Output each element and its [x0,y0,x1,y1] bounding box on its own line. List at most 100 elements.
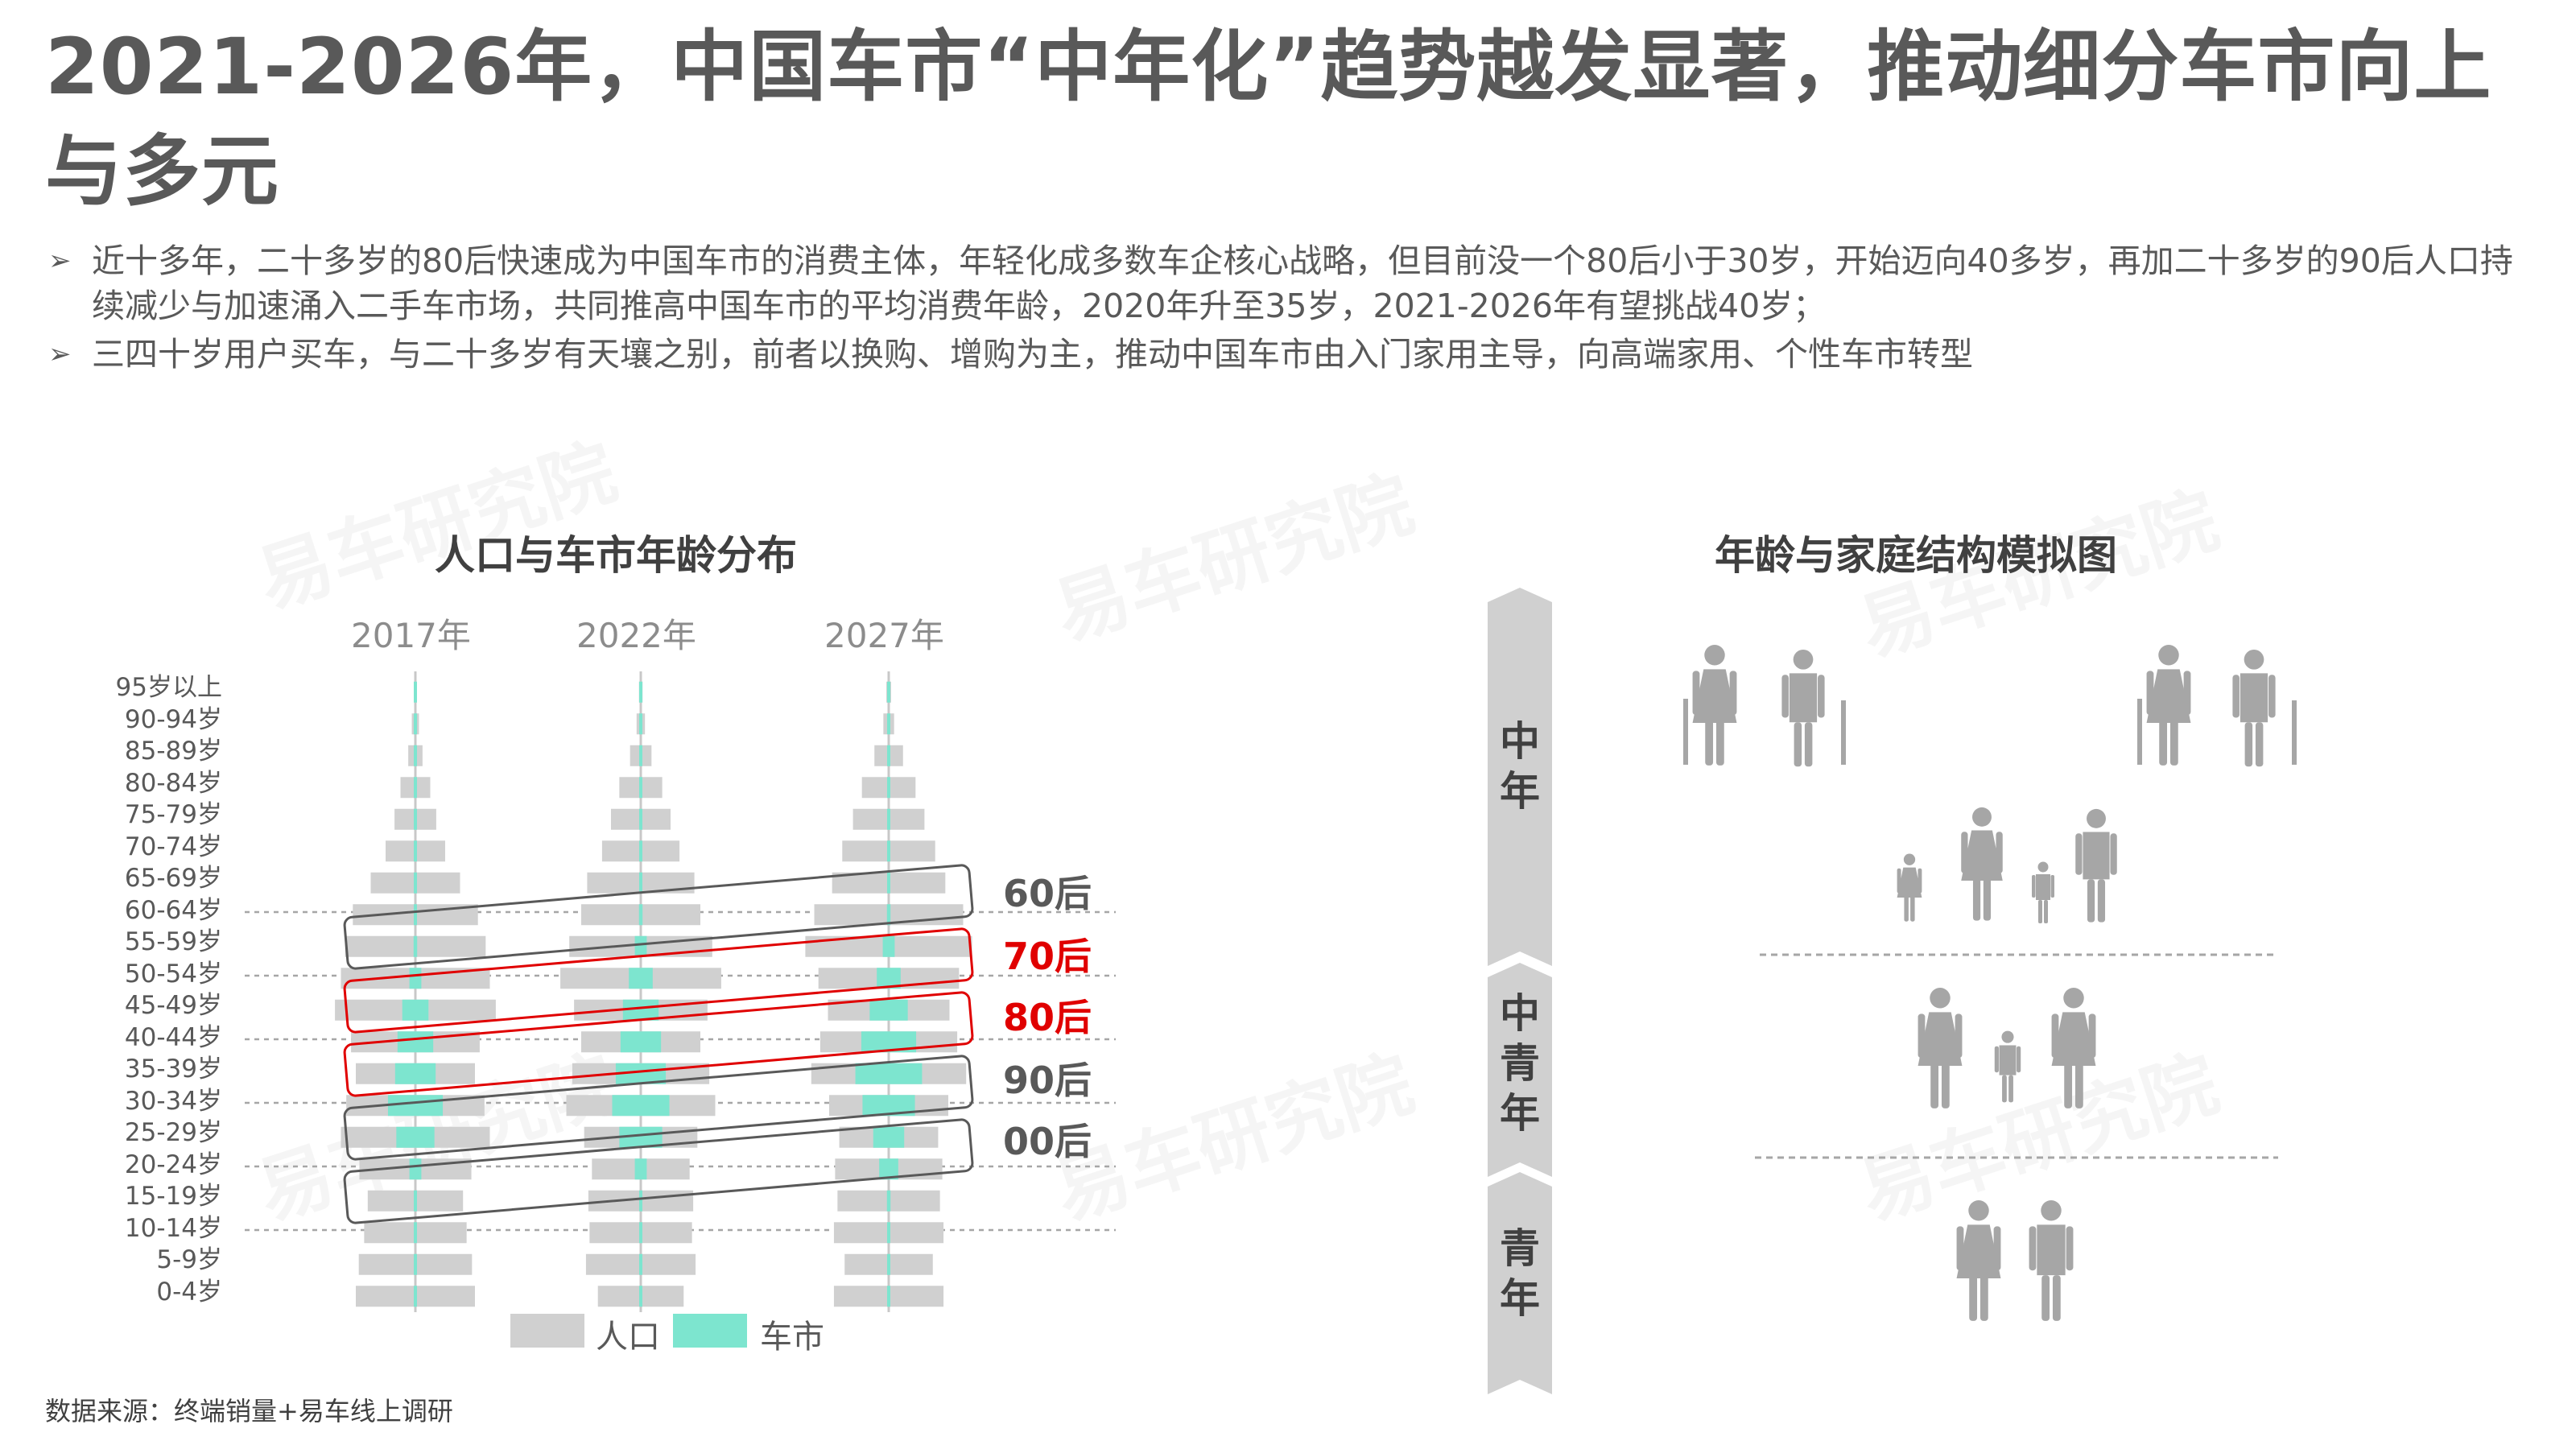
car-market-bar [413,935,418,957]
car-market-bar [855,1063,923,1084]
car-market-bar [402,999,429,1021]
car-market-bar [887,713,890,735]
young-man-icon [2029,1199,2074,1321]
car-market-bar [414,681,417,703]
arrow-bullet-icon: ➢ [48,245,72,277]
legend-label-population: 人口 [596,1319,660,1356]
car-market-bar [634,935,647,957]
chart-title: 人口与车市年龄分布 [435,532,797,579]
car-market-bar [414,904,417,926]
age-tick-label: 10-14岁 [124,1213,222,1243]
mother-icon [2051,987,2096,1108]
age-tick-label: 55-59岁 [124,927,222,956]
car-market-bar [409,1158,422,1180]
car-market-bar [639,1253,642,1275]
age-tick-label: 45-49岁 [124,991,222,1020]
car-market-bar [394,1063,436,1084]
car-market-bar [396,1126,435,1148]
child-icon [1994,1030,2021,1103]
car-market-bar [869,999,908,1021]
car-market-bar [409,968,422,989]
car-market-bar [414,745,417,766]
car-market-bar [886,1190,891,1212]
car-market-bar [887,1286,890,1307]
car-market-bar [414,1190,417,1212]
car-market-bar [639,1222,642,1244]
age-tick-label: 30-34岁 [124,1086,222,1116]
car-market-bar [414,713,417,735]
stage-bar-middle-age [1488,588,1552,966]
cohort-label: 80后 [1003,996,1092,1039]
bullet-text: 三四十岁用户买车，与二十多岁有天壤之别，前者以换购、增购为主，推动中国车市由入门… [92,335,1973,374]
car-market-bar [887,872,890,894]
car-market-bar [639,713,642,735]
car-market-bar [639,1190,642,1212]
stage-bar-young-middle-age [1488,963,1552,1177]
car-market-bar [629,968,653,989]
age-tick-label: 70-74岁 [124,832,222,861]
cohort-band-outline [343,991,974,1097]
car-market-bar [414,808,417,830]
age-tick-label: 35-39岁 [124,1055,222,1084]
car-market-bar [387,1095,444,1117]
car-market-bar [887,745,890,766]
age-tick-label: 85-89岁 [124,737,222,766]
age-tick-label: 0-4岁 [156,1277,222,1307]
age-tick-label: 5-9岁 [156,1245,222,1274]
elderly-man-icon [2232,649,2276,767]
age-tick-label: 15-19岁 [124,1182,222,1211]
panel-year-label: 2027年 [824,616,944,655]
cohort-label: 00后 [1003,1120,1092,1163]
age-tick-label: 80-84岁 [124,768,222,798]
car-market-bar [639,808,642,830]
car-market-bar [879,1158,898,1180]
legend-swatch-population [510,1314,584,1348]
car-market-bar [634,1158,647,1180]
elderly-woman-icon [1692,644,1737,766]
cohort-band-outline [343,1055,974,1161]
mother-icon [1961,807,2003,921]
age-tick-label: 50-54岁 [124,959,222,989]
car-market-bar [414,872,417,894]
cohort-label: 60后 [1003,872,1092,915]
car-market-bar [887,777,890,799]
car-market-bar [414,777,417,799]
car-market-bar [397,1031,434,1053]
car-market-bar [887,840,890,862]
car-market-bar [882,935,895,957]
age-tick-label: 95岁以上 [115,673,222,702]
arrow-bullet-icon: ➢ [48,338,72,370]
car-market-bar [639,872,642,894]
cohort-band-outline [343,1118,974,1224]
car-market-bar [639,745,642,766]
car-market-bar [887,808,890,830]
car-market-bar [612,1095,670,1117]
panel-year-label: 2017年 [351,616,471,655]
age-tick-label: 65-69岁 [124,864,222,893]
stage-label-young: 青年 [1500,1225,1540,1322]
bullet-item: ➢ 近十多年，二十多岁的80后快速成为中国车市的消费主体，年轻化成多数车企核心战… [45,238,2541,328]
young-woman-icon [1956,1199,2001,1321]
stage-label-young-middle-age: 中青年 [1500,990,1540,1137]
age-tick-label: 75-79岁 [124,800,222,829]
cohort-band-outline [343,927,974,1034]
father-icon [2075,808,2117,923]
legend-label-car-market: 车市 [760,1319,824,1356]
age-tick-label: 20-24岁 [124,1150,222,1179]
car-market-bar [414,840,417,862]
panel-year-label: 2022年 [576,616,696,655]
car-market-bar [414,1286,417,1307]
car-market-bar [887,1222,890,1244]
pyramid-chart [245,671,1116,1312]
legend-swatch-car-market [673,1314,747,1348]
cohort-band-outline [343,864,974,970]
bullet-text: 近十多年，二十多岁的80后快速成为中国车市的消费主体，年轻化成多数车企核心战略，… [92,242,2513,325]
car-market-bar [414,1222,417,1244]
stage-label-middle-age: 中年 [1500,718,1540,815]
car-market-bar [886,904,891,926]
car-market-bar [638,904,643,926]
cohort-label: 70后 [1003,935,1092,978]
data-source-note: 数据来源：终端销量+易车线上调研 [45,1396,453,1426]
child-girl-icon [1897,853,1922,922]
